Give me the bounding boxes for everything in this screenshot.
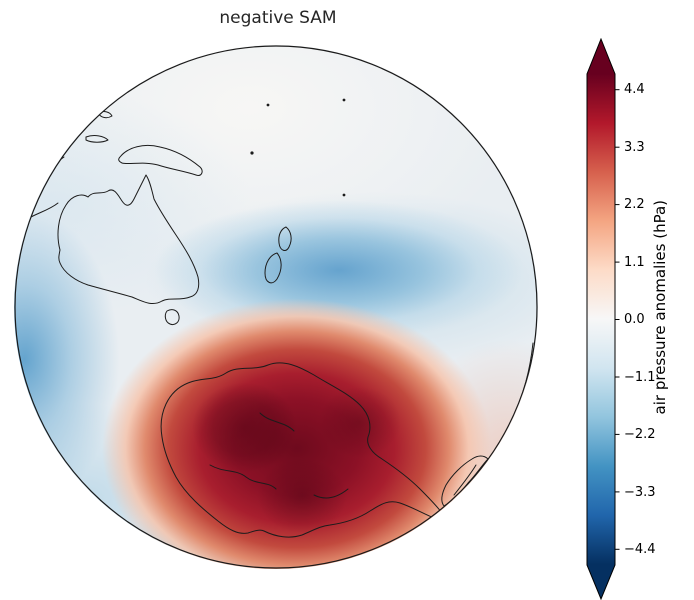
coastline-new-guinea: [118, 144, 203, 176]
island-dot-2: [342, 98, 346, 102]
coastline-antarctica-interior-1: [209, 464, 277, 490]
coastline-indonesia-2: [85, 135, 109, 143]
colorbar-tick: 4.4: [624, 82, 645, 97]
colorbar-tick-labels: 4.4 3.3 2.2 1.1 0.0 −1.1 −2.2 −3.3 −4.4: [624, 81, 664, 559]
colorbar-gradient-bar: [586, 38, 616, 600]
coastlines-overlay: [14, 45, 538, 569]
colorbar-tick: −3.3: [624, 484, 656, 500]
coastline-new-zealand-north: [278, 226, 292, 251]
colorbar-axis-label-wrap: air pressure anomalies (hPa): [648, 45, 672, 569]
colorbar-tick: 3.3: [624, 139, 645, 155]
island-dot-1: [266, 103, 270, 107]
colorbar: [586, 38, 620, 600]
coastline-antarctica: [160, 362, 443, 538]
coastline-antarctica-interior-2: [259, 412, 295, 432]
coastline-new-zealand-south: [264, 252, 282, 284]
colorbar-tick-marks: [615, 89, 620, 550]
coastline-tasmania: [164, 309, 180, 325]
island-dot-3: [250, 151, 254, 155]
coastline-asia-limb-1: [31, 156, 65, 176]
globe-map: [14, 45, 538, 569]
coastline-south-america-interior: [453, 464, 477, 496]
coastline-antarctica-interior-3: [313, 488, 349, 499]
coastline-asia-limb-2: [23, 202, 59, 222]
colorbar-tick: −1.1: [624, 369, 656, 385]
island-dot-4: [342, 193, 346, 197]
colorbar-tick: −4.4: [624, 542, 656, 557]
colorbar-tick: 1.1: [624, 254, 645, 270]
coastline-australia: [57, 174, 200, 304]
colorbar-axis-label: air pressure anomalies (hPa): [651, 199, 669, 415]
colorbar-tick: 2.2: [624, 197, 645, 212]
globe-outline: [14, 45, 538, 569]
coastline-borneo: [38, 97, 63, 118]
coastline-indonesia-1: [57, 122, 83, 131]
figure-title: negative SAM: [219, 8, 337, 28]
coastline-south-america-limb: [510, 342, 534, 423]
colorbar-tick: 0.0: [624, 312, 645, 327]
colorbar-tick: −2.2: [624, 427, 656, 442]
